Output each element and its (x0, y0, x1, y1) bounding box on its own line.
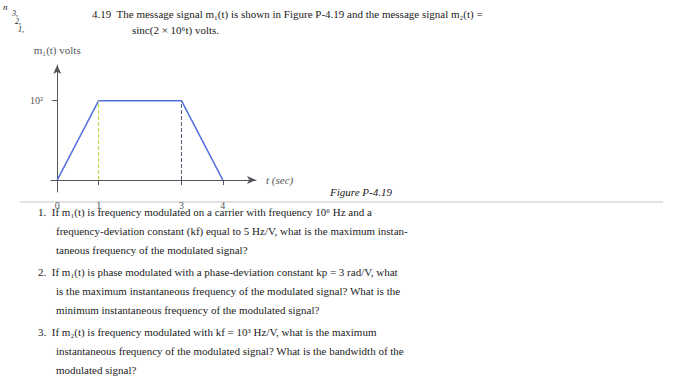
svg-text:2. If m₁(t) is phase modulate: 2. If m₁(t) is phase modulated with a ph… (38, 266, 398, 279)
svg-text:4.19 The message signal m₁(t): 4.19 The message signal m₁(t) is shown i… (92, 8, 483, 21)
svg-text:minimum instantaneous frequenc: minimum instantaneous frequency of the m… (56, 304, 319, 316)
svg-text:1. If m₁(t) is frequency modu: 1. If m₁(t) is frequency modulated on a … (38, 206, 372, 219)
svg-text:is the maximum instantaneous f: is the maximum instantaneous frequency o… (56, 285, 400, 297)
svg-text:instantaneous frequency of the: instantaneous frequency of the modulated… (56, 345, 404, 357)
svg-text:2,: 2, (15, 16, 21, 26)
svg-text:3,: 3, (12, 8, 18, 18)
svg-text:sinc(2 × 10⁶t) volts.: sinc(2 × 10⁶t) volts. (132, 24, 219, 37)
svg-text:m₁(t) volts: m₁(t) volts (34, 44, 81, 57)
svg-text:taneous frequency of the modul: taneous frequency of the modulated signa… (56, 244, 248, 256)
svg-text:1,: 1, (18, 25, 24, 34)
svg-text:3. If m₂(t) is frequency modu: 3. If m₂(t) is frequency modulated with … (38, 326, 377, 339)
svg-text:modulated signal?: modulated signal? (56, 364, 136, 376)
svg-text:t (sec): t (sec) (266, 174, 294, 187)
svg-text:n: n (3, 2, 8, 12)
svg-text:Figure P-4.19: Figure P-4.19 (329, 186, 392, 198)
svg-text:10²: 10² (30, 95, 43, 106)
svg-text:frequency-deviation constant (: frequency-deviation constant (kf) equal … (56, 225, 408, 238)
